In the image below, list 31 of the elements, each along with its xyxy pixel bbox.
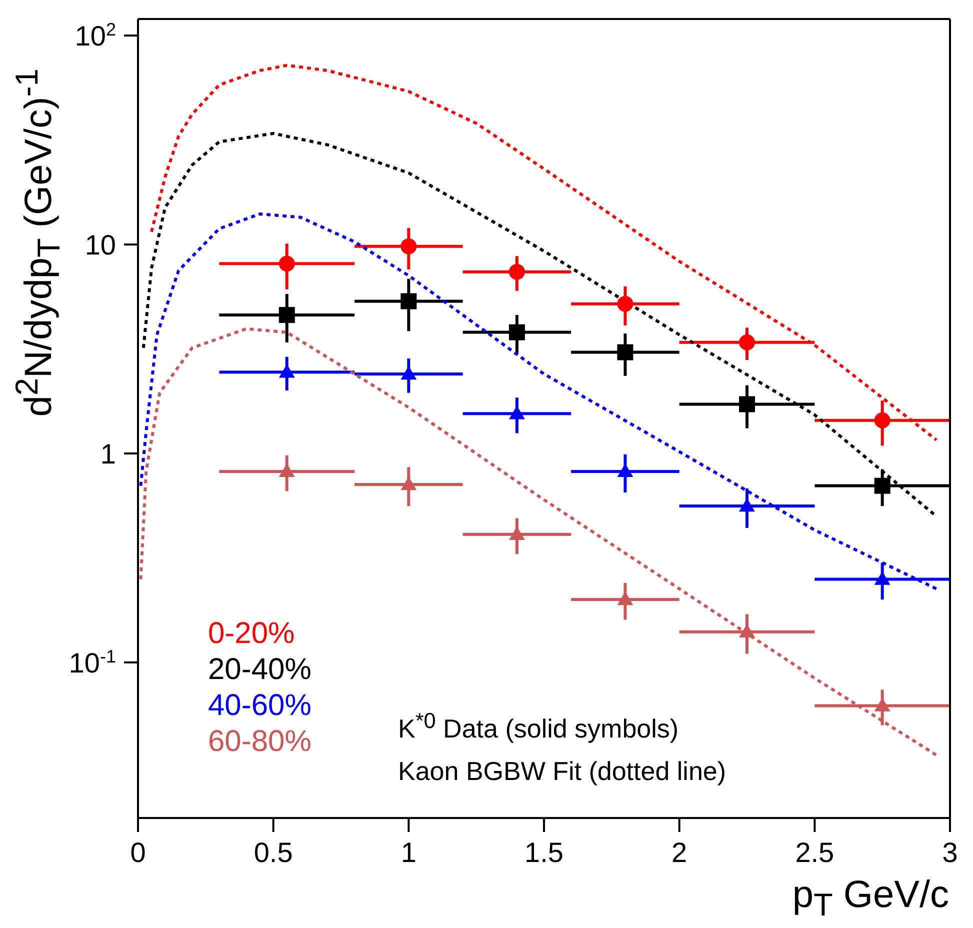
point (508, 264, 525, 280)
x-tick-label: 0.5 (254, 837, 293, 868)
point (278, 306, 295, 323)
point (508, 406, 525, 420)
y-tick-label: 10$^{-1}$ (68, 646, 116, 678)
annotation: Kaon BGBW Fit (dotted line) (398, 756, 726, 787)
x-tick-label: 0 (130, 837, 146, 868)
point (508, 324, 525, 340)
point (874, 571, 890, 585)
point (400, 293, 417, 310)
point (278, 256, 295, 272)
point (874, 478, 890, 494)
y-tick-label: 1 (100, 438, 116, 470)
y-tick-label: 10 (84, 229, 116, 260)
point (874, 412, 890, 428)
annotation: K$^{*0}$ Data (solid symbols) (398, 708, 679, 745)
x-axis-title: p$_{T}$ GeV/c (792, 874, 949, 924)
point (400, 238, 417, 254)
x-tick-label: 1 (400, 837, 416, 868)
x-tick-label: 2.5 (795, 837, 834, 868)
point (278, 364, 295, 378)
y-tick-label: 10$^{2}$ (74, 20, 116, 52)
point (739, 396, 755, 412)
x-tick-label: 2 (672, 837, 688, 868)
point (739, 334, 755, 350)
x-tick-label: 3 (942, 837, 958, 868)
point (617, 344, 634, 360)
point (617, 296, 634, 312)
point (400, 476, 417, 490)
legend: 0-20% 20-40% 40-60% 60-80% (208, 616, 358, 760)
x-tick-label: 1.5 (524, 837, 564, 868)
